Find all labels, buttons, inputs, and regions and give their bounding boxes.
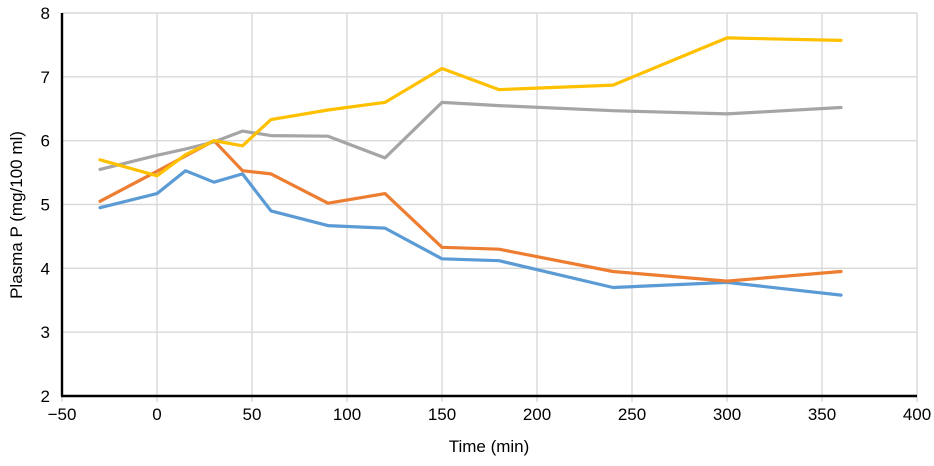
x-tick-label-50: 50 bbox=[243, 405, 262, 424]
axes bbox=[60, 13, 917, 398]
x-axis-tick-labels: −50 0 50 100 150 200 250 300 350 400 bbox=[48, 405, 932, 424]
y-tick-label-6: 6 bbox=[41, 132, 50, 151]
y-tick-label-2: 2 bbox=[41, 387, 50, 406]
y-tick-label-8: 8 bbox=[41, 4, 50, 23]
x-tick-label-150: 150 bbox=[428, 405, 456, 424]
x-tick-label-400: 400 bbox=[903, 405, 931, 424]
x-tick-label--50: −50 bbox=[48, 405, 77, 424]
series-line-blue bbox=[98, 169, 843, 297]
x-axis-title: Time (min) bbox=[449, 437, 530, 456]
x-tick-label-250: 250 bbox=[618, 405, 646, 424]
y-tick-label-7: 7 bbox=[41, 68, 50, 87]
y-tick-label-4: 4 bbox=[41, 259, 50, 278]
series-line-yellow bbox=[98, 36, 843, 178]
data-series-lines bbox=[98, 36, 843, 297]
y-tick-label-5: 5 bbox=[41, 196, 50, 215]
x-tick-label-0: 0 bbox=[152, 405, 161, 424]
x-tick-label-300: 300 bbox=[713, 405, 741, 424]
y-axis-title: Plasma P (mg/100 ml) bbox=[7, 131, 26, 299]
y-axis-tick-labels: 2 3 4 5 6 7 8 bbox=[41, 4, 50, 406]
y-tick-label-3: 3 bbox=[41, 323, 50, 342]
x-tick-label-350: 350 bbox=[808, 405, 836, 424]
series-line-gray bbox=[98, 100, 843, 171]
gridlines bbox=[61, 12, 918, 402]
x-tick-label-200: 200 bbox=[523, 405, 551, 424]
x-tick-label-100: 100 bbox=[333, 405, 361, 424]
